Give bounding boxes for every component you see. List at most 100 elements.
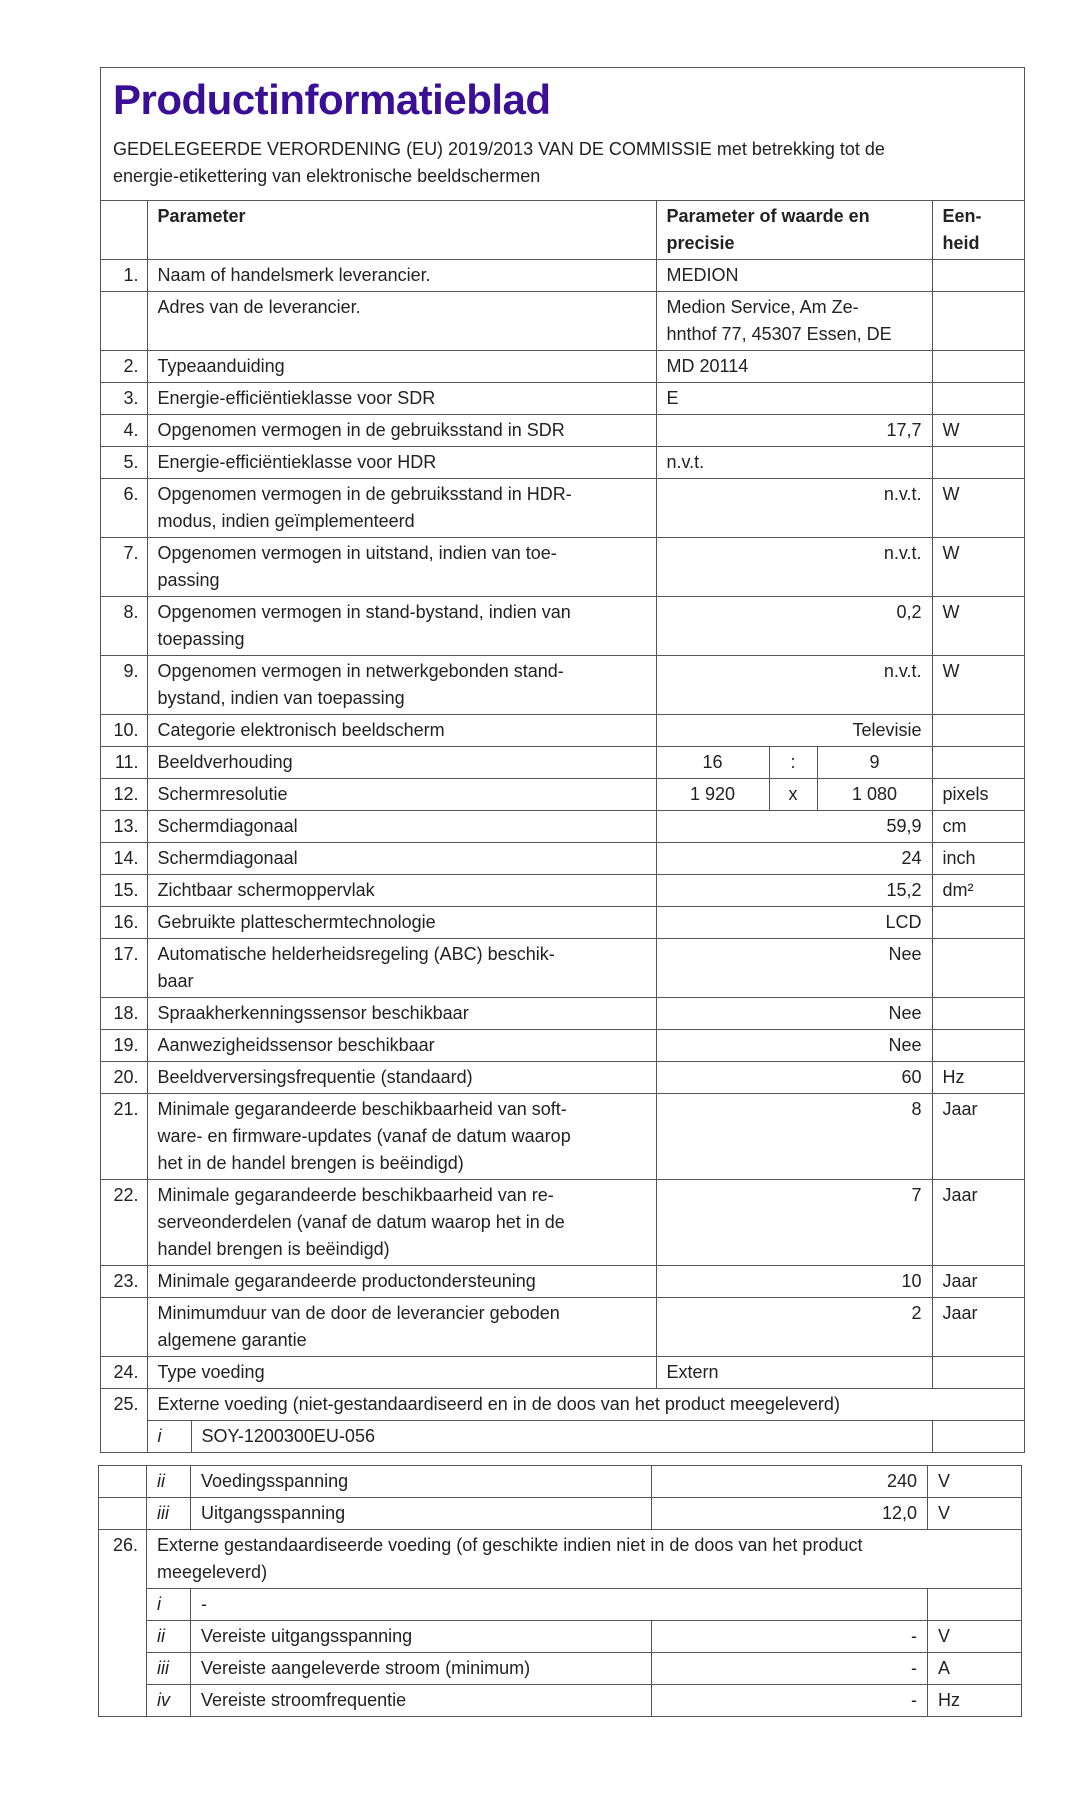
table-row: 15. Zichtbaar schermoppervlak 15,2 dm² <box>101 874 1025 907</box>
parameter-name: Adres van de leverancier. <box>146 291 657 351</box>
table-row: 8. Opgenomen vermogen in stand-bystand, i… <box>101 596 1025 656</box>
row-number: 10. <box>101 714 148 747</box>
parameter-name: Energie-efficiëntieklasse voor SDR <box>146 382 657 415</box>
unit: pixels <box>931 778 1025 811</box>
parameter-name: Minimale gegarandeerde beschikbaarheid v… <box>146 1093 657 1180</box>
unit <box>931 350 1025 383</box>
row-number: 20. <box>101 1061 148 1094</box>
table-row: 17. Automatische helderheidsregeling (ABC… <box>101 938 1025 998</box>
row-number-empty <box>98 1465 147 1498</box>
table-row: 5. Energie-efficiëntieklasse voor HDR n.v.… <box>101 446 1025 479</box>
table-row: 20. Beeldverversingsfrequentie (standaard… <box>101 1061 1025 1094</box>
parameter-name: Naam of handelsmerk leverancier. <box>146 259 657 292</box>
row-number: 13. <box>101 810 148 843</box>
table-row: 7. Opgenomen vermogen in uitstand, indien… <box>101 537 1025 597</box>
parameter-name: Schermdiagonaal <box>146 810 657 843</box>
row-number: 24. <box>101 1356 148 1389</box>
unit: Jaar <box>931 1093 1025 1180</box>
table-row: iii Uitgangsspanning 12,0 V <box>98 1497 1022 1530</box>
table-row: 24. Type voeding Extern <box>101 1356 1025 1389</box>
page-title: Productinformatieblad <box>113 76 551 123</box>
parameter-name: Typeaanduiding <box>146 350 657 383</box>
parameter-value: - <box>651 1652 928 1685</box>
row-number: 5. <box>101 446 148 479</box>
parameter-name: Externe gestandaardiseerde voeding (of g… <box>146 1529 1022 1589</box>
parameter-name: Energie-efficiëntieklasse voor HDR <box>146 446 657 479</box>
parameter-value: Televisie <box>655 714 933 747</box>
parameter-value: Medion Service, Am Ze- hnthof 77, 45307 … <box>655 291 933 351</box>
unit <box>931 1029 1025 1062</box>
parameter-value: n.v.t. <box>655 446 933 479</box>
parameter-name: Opgenomen vermogen in de gebruiksstand i… <box>146 478 657 538</box>
header-value: Parameter of waarde en precisie <box>655 201 933 260</box>
row-number: 17. <box>101 938 148 998</box>
parameter-name: Type voeding <box>146 1356 657 1389</box>
parameter-name: Beeldverhouding <box>146 746 657 779</box>
table-row: 1. Naam of handelsmerk leverancier. MEDION <box>101 259 1025 292</box>
unit <box>931 291 1025 351</box>
parameter-name: Minimale gegarandeerde productondersteun… <box>146 1265 657 1298</box>
parameter-value: Nee <box>655 997 933 1030</box>
unit: Jaar <box>931 1179 1025 1266</box>
value-part-a: 1 920 <box>655 778 770 811</box>
parameter-name: Opgenomen vermogen in de gebruiksstand i… <box>146 414 657 447</box>
parameter-value: 10 <box>655 1265 933 1298</box>
unit <box>931 259 1025 292</box>
parameter-name: Uitgangsspanning <box>190 1497 652 1530</box>
unit: V <box>927 1620 1022 1653</box>
row-number: 22. <box>101 1179 148 1266</box>
parameter-value: LCD <box>655 906 933 939</box>
parameter-table: Parameter Parameter of waarde en precisi… <box>101 201 1025 1453</box>
table-row: 22. Minimale gegarandeerde beschikbaarhei… <box>101 1179 1025 1266</box>
unit <box>931 1356 1025 1389</box>
value-separator: x <box>768 778 818 811</box>
table-row: Minimumduur van de door de leverancier g… <box>101 1297 1025 1357</box>
value-part-b: 1 080 <box>816 778 933 811</box>
regulation-subtitle: GEDELEGEERDE VERORDENING (EU) 2019/2013 … <box>113 139 885 186</box>
parameter-name: Minimale gegarandeerde beschikbaarheid v… <box>146 1179 657 1266</box>
unit: V <box>927 1497 1022 1530</box>
parameter-name: Spraakherkenningssensor beschikbaar <box>146 997 657 1030</box>
unit: Hz <box>931 1061 1025 1094</box>
parameter-name: Vereiste aangeleverde stroom (minimum) <box>190 1652 652 1685</box>
parameter-name: Opgenomen vermogen in netwerkgebonden st… <box>146 655 657 715</box>
parameter-value: 60 <box>655 1061 933 1094</box>
row-number: 6. <box>101 478 148 538</box>
sheet-header: Productinformatieblad GEDELEGEERDE VEROR… <box>101 68 1024 201</box>
parameter-value: 2 <box>655 1297 933 1357</box>
sub-index: i <box>146 1588 191 1621</box>
parameter-name: Gebruikte platteschermtechnologie <box>146 906 657 939</box>
unit <box>931 382 1025 415</box>
parameter-value: n.v.t. <box>655 537 933 597</box>
row-number: 18. <box>101 997 148 1030</box>
row-number: 11. <box>101 746 148 779</box>
row-number-empty <box>98 1497 147 1530</box>
row-number: 9. <box>101 655 148 715</box>
table-row: 9. Opgenomen vermogen in netwerkgebonden … <box>101 655 1025 715</box>
sub-index: i <box>147 1420 192 1453</box>
parameter-name: Opgenomen vermogen in uitstand, indien v… <box>146 537 657 597</box>
unit <box>931 938 1025 998</box>
parameter-name: Schermdiagonaal <box>146 842 657 875</box>
table-row: 26. Externe gestandaardiseerde voeding (o… <box>98 1529 1022 1717</box>
sub-value: SOY-1200300EU-056 <box>190 1420 933 1453</box>
sub-index: ii <box>146 1465 191 1498</box>
row-number <box>101 1297 148 1357</box>
parameter-value: 8 <box>655 1093 933 1180</box>
parameter-value: 15,2 <box>655 874 933 907</box>
sub-index: iii <box>146 1652 191 1685</box>
parameter-value: 240 <box>651 1465 928 1498</box>
parameter-value: 17,7 <box>655 414 933 447</box>
parameter-name: Beeldverversingsfrequentie (standaard) <box>146 1061 657 1094</box>
table-row: 4. Opgenomen vermogen in de gebruiksstand… <box>101 414 1025 447</box>
parameter-value: Nee <box>655 938 933 998</box>
table-row: 10. Categorie elektronisch beeldscherm Tel… <box>101 714 1025 747</box>
parameter-value: Extern <box>655 1356 933 1389</box>
unit <box>931 714 1025 747</box>
parameter-value: MEDION <box>655 259 933 292</box>
parameter-value: Nee <box>655 1029 933 1062</box>
table-row: i- <box>99 1588 1022 1621</box>
table-row: 3. Energie-efficiëntieklasse voor SDR E <box>101 382 1025 415</box>
parameter-value: 59,9 <box>655 810 933 843</box>
row-number: 2. <box>101 350 148 383</box>
